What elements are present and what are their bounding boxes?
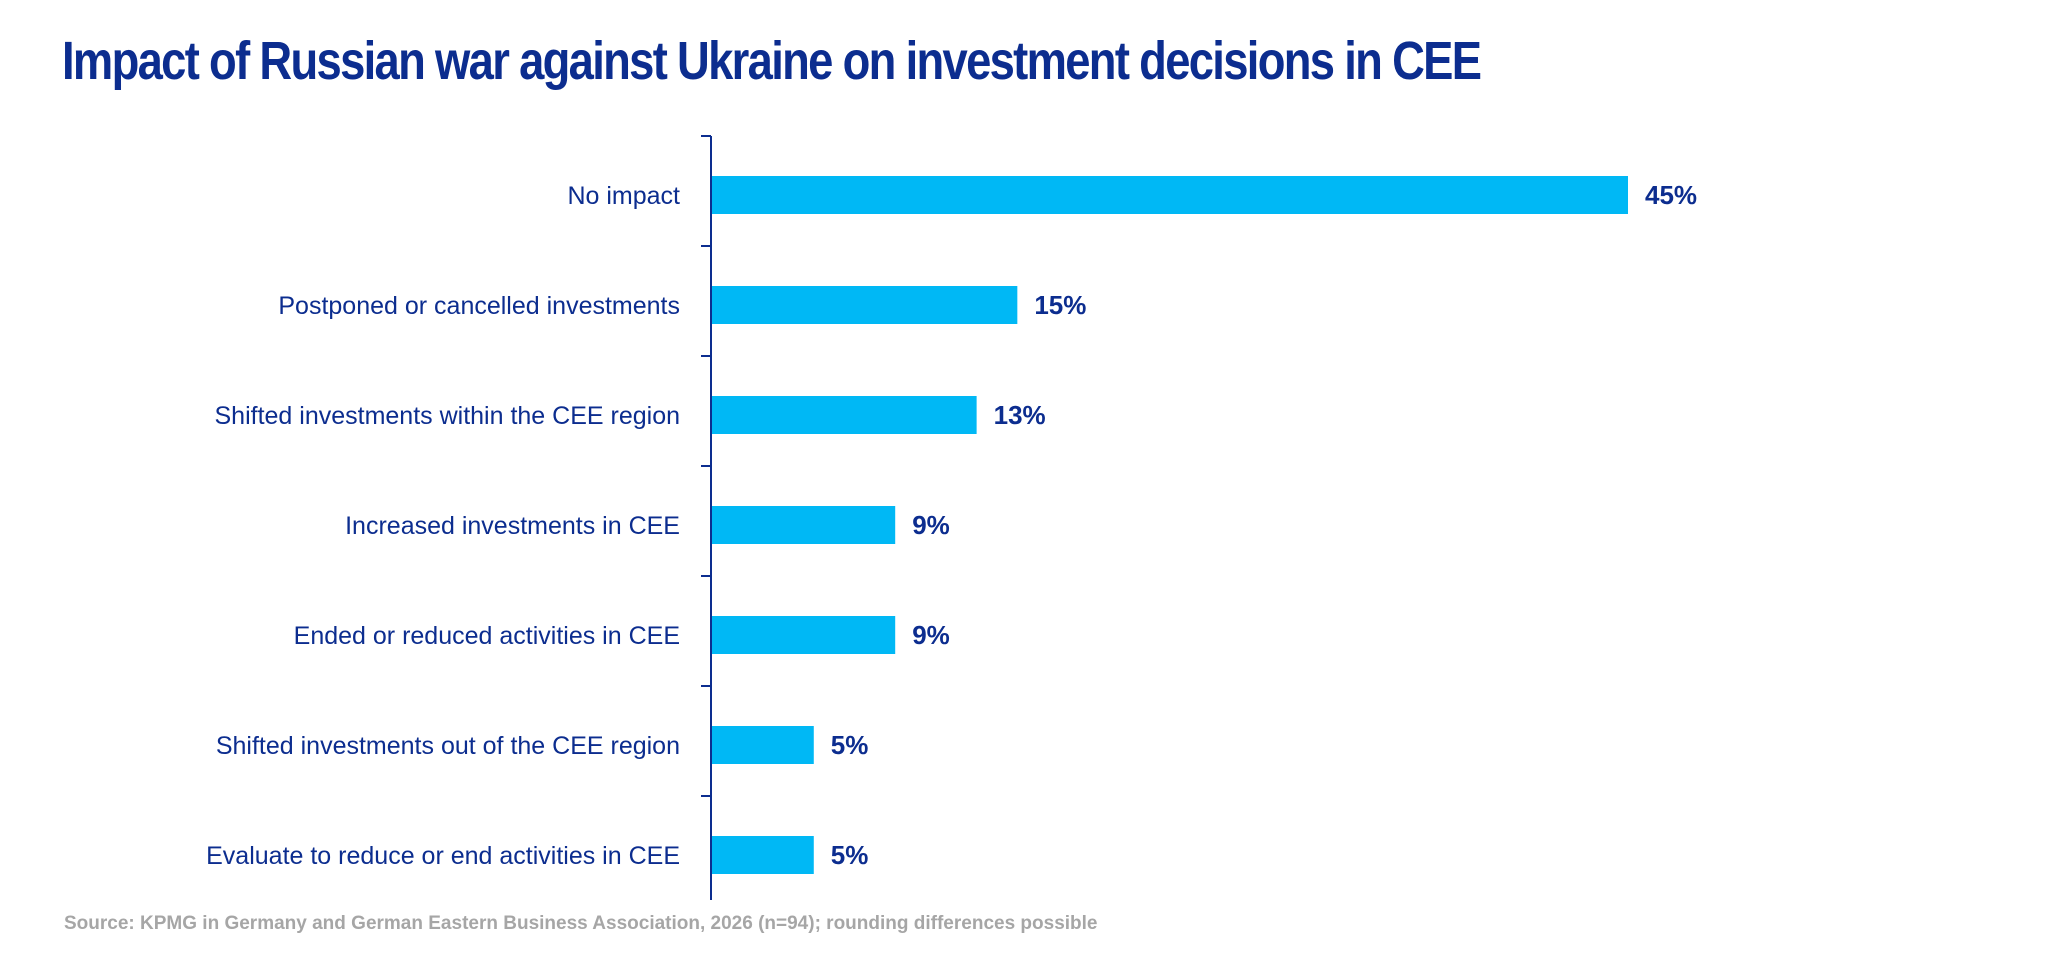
bar bbox=[712, 176, 1628, 214]
value-label: 45% bbox=[1645, 180, 1697, 210]
bar bbox=[712, 506, 896, 544]
bar bbox=[712, 396, 977, 434]
value-label: 9% bbox=[912, 620, 950, 650]
category-label: Evaluate to reduce or end activities in … bbox=[206, 842, 680, 870]
value-label: 13% bbox=[994, 400, 1046, 430]
category-label: Shifted investments out of the CEE regio… bbox=[216, 732, 680, 760]
value-label: 9% bbox=[912, 510, 950, 540]
category-label: No impact bbox=[567, 182, 680, 210]
source-note: Source: KPMG in Germany and German Easte… bbox=[64, 913, 1098, 934]
bar bbox=[712, 616, 896, 654]
category-label: Increased investments in CEE bbox=[345, 512, 680, 540]
page-title: Impact of Russian war against Ukraine on… bbox=[62, 31, 1482, 91]
value-label: 15% bbox=[1034, 290, 1086, 320]
category-label: Shifted investments within the CEE regio… bbox=[214, 402, 680, 430]
category-label: Ended or reduced activities in CEE bbox=[294, 622, 680, 650]
value-label: 5% bbox=[831, 730, 869, 760]
bar bbox=[712, 726, 814, 764]
bar bbox=[712, 836, 814, 874]
bar bbox=[712, 286, 1018, 324]
category-label: Postponed or cancelled investments bbox=[278, 292, 680, 320]
bar-chart: No impact 45% Postponed or cancelled inves… bbox=[206, 135, 1697, 900]
value-label: 5% bbox=[831, 840, 869, 870]
